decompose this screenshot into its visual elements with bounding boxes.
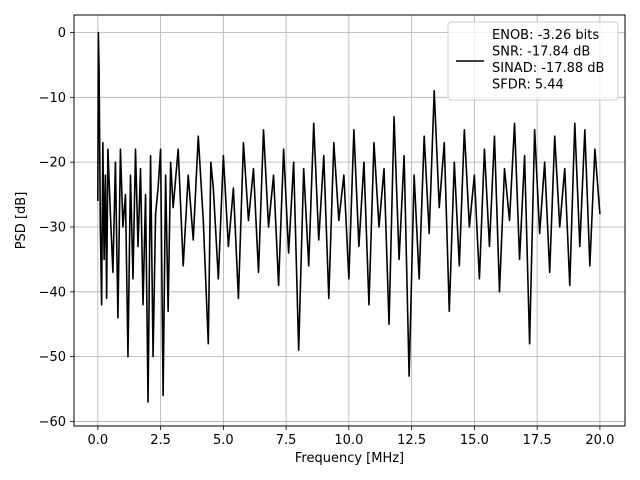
plot-frame	[73, 14, 626, 427]
x-tick-label: 20.0	[585, 433, 614, 448]
y-axis-label: PSD [dB]	[14, 192, 29, 250]
y-tick-label: −40	[39, 285, 66, 300]
x-axis-label: Frequency [MHz]	[295, 451, 404, 466]
x-tick-label: 17.5	[523, 433, 552, 448]
legend-entry-line: SNR: -17.84 dB	[492, 45, 590, 60]
series-layer	[97, 31, 601, 403]
legend-entry-line: SFDR: 5.44	[492, 78, 564, 93]
x-tick-label: 15.0	[460, 433, 489, 448]
x-tick-label: 5.0	[213, 433, 234, 448]
y-tick-label: −10	[39, 91, 66, 106]
grid	[74, 15, 625, 426]
y-tick-label: −50	[39, 350, 66, 365]
y-tick-label: −30	[39, 220, 66, 235]
x-axis-ticks: 0.0 2.5 5.0 7.5 10.0 12.5 15.0 17.5 20.0	[88, 426, 614, 448]
legend-entry-line: SINAD: -17.88 dB	[492, 61, 604, 76]
y-axis-ticks: 0 −10 −20 −30 −40 −50 −60	[39, 26, 74, 430]
y-tick-label: 0	[58, 26, 66, 41]
psd-series-line	[97, 31, 601, 403]
legend-box	[447, 21, 619, 101]
x-tick-label: 0.0	[88, 433, 109, 448]
legend-entry-line: ENOB: -3.26 bits	[492, 28, 599, 43]
y-tick-label: −60	[39, 415, 66, 430]
x-tick-label: 7.5	[276, 433, 297, 448]
x-tick-label: 12.5	[397, 433, 426, 448]
x-tick-label: 2.5	[150, 433, 171, 448]
y-tick-label: −20	[39, 156, 66, 171]
x-tick-label: 10.0	[334, 433, 363, 448]
